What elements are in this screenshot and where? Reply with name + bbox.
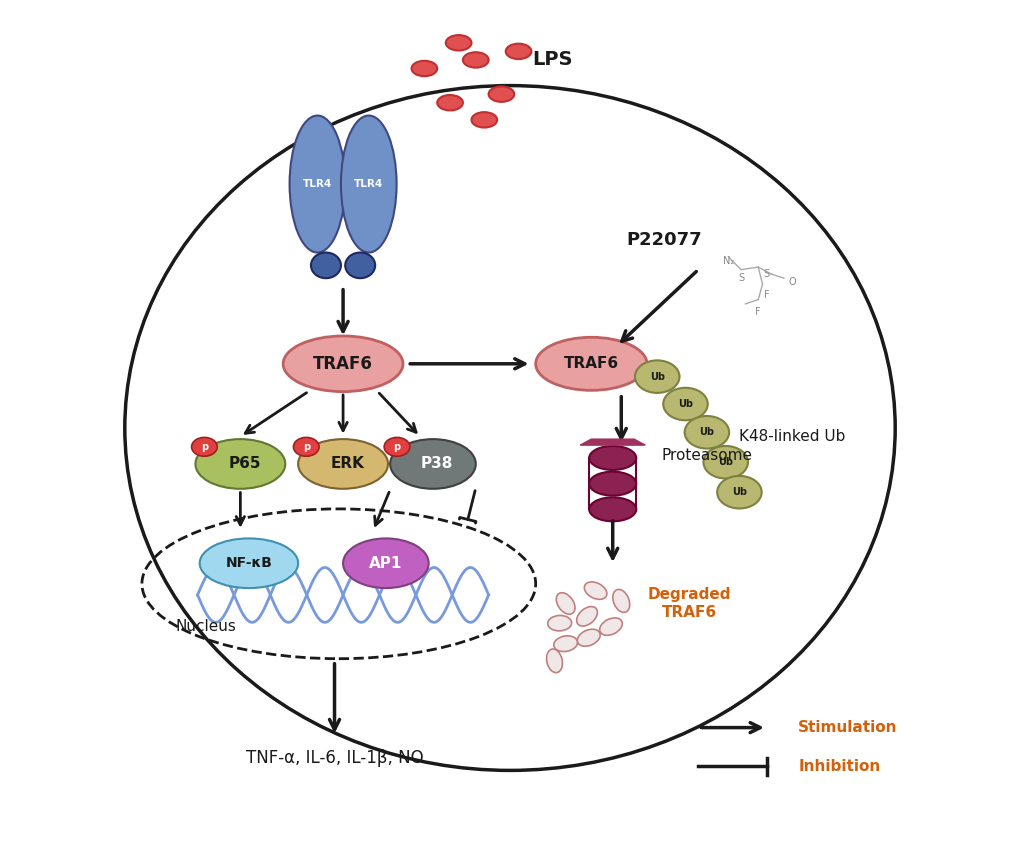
Ellipse shape	[584, 582, 606, 599]
Text: TRAF6: TRAF6	[313, 354, 373, 373]
Ellipse shape	[598, 619, 623, 634]
Text: TLR4: TLR4	[354, 179, 383, 189]
Text: TNF-α, IL-6, IL-1β, NO: TNF-α, IL-6, IL-1β, NO	[246, 748, 423, 767]
Text: Ub: Ub	[732, 487, 746, 497]
Ellipse shape	[555, 633, 575, 655]
Text: F: F	[763, 290, 769, 300]
Text: TLR4: TLR4	[303, 179, 332, 189]
Text: Stimulation: Stimulation	[798, 720, 897, 735]
Ellipse shape	[589, 497, 636, 521]
Text: LPS: LPS	[532, 51, 573, 69]
Ellipse shape	[196, 439, 285, 489]
Text: Inhibition: Inhibition	[798, 758, 879, 774]
Ellipse shape	[342, 538, 428, 588]
Ellipse shape	[684, 416, 729, 449]
Text: NF-κB: NF-κB	[225, 556, 272, 570]
Text: Nucleus: Nucleus	[175, 619, 236, 634]
Ellipse shape	[703, 446, 747, 479]
Text: Proteasome: Proteasome	[660, 448, 752, 463]
Ellipse shape	[411, 61, 437, 76]
Ellipse shape	[716, 476, 761, 508]
Ellipse shape	[289, 116, 344, 253]
Polygon shape	[580, 439, 645, 445]
Text: p: p	[393, 442, 400, 452]
Ellipse shape	[635, 360, 679, 393]
Ellipse shape	[311, 253, 340, 278]
Text: O: O	[788, 277, 796, 288]
Ellipse shape	[535, 337, 646, 390]
Text: Ub: Ub	[649, 372, 664, 382]
Text: AP1: AP1	[369, 556, 403, 571]
Ellipse shape	[340, 116, 396, 253]
Text: K48-linked Ub: K48-linked Ub	[739, 429, 845, 444]
Ellipse shape	[543, 652, 565, 669]
Text: TRAF6: TRAF6	[564, 356, 619, 372]
Ellipse shape	[662, 388, 707, 420]
Ellipse shape	[390, 439, 475, 489]
Text: S: S	[738, 273, 744, 283]
Text: F: F	[755, 307, 760, 318]
Ellipse shape	[551, 611, 567, 635]
Ellipse shape	[471, 112, 496, 128]
Ellipse shape	[610, 591, 631, 610]
Ellipse shape	[589, 472, 636, 496]
Text: Ub: Ub	[717, 457, 733, 467]
Ellipse shape	[589, 446, 636, 470]
Ellipse shape	[445, 35, 471, 51]
Ellipse shape	[192, 437, 217, 456]
Ellipse shape	[293, 437, 319, 456]
Ellipse shape	[556, 592, 574, 615]
Ellipse shape	[463, 52, 488, 68]
Ellipse shape	[575, 608, 598, 625]
Ellipse shape	[298, 439, 387, 489]
Text: ERK: ERK	[330, 456, 364, 472]
Ellipse shape	[577, 629, 599, 646]
Text: P38: P38	[421, 456, 453, 472]
Text: p: p	[201, 442, 208, 452]
Ellipse shape	[344, 253, 375, 278]
Text: Ub: Ub	[678, 399, 692, 409]
Ellipse shape	[283, 336, 403, 392]
Text: N₂: N₂	[721, 256, 734, 266]
Text: Ub: Ub	[699, 427, 713, 437]
Ellipse shape	[124, 86, 895, 770]
Ellipse shape	[437, 95, 463, 110]
Text: P22077: P22077	[626, 230, 701, 249]
Ellipse shape	[384, 437, 410, 456]
Text: Degraded
TRAF6: Degraded TRAF6	[647, 587, 731, 620]
Ellipse shape	[488, 86, 514, 102]
Ellipse shape	[200, 538, 298, 588]
Text: S: S	[763, 269, 769, 279]
Text: P65: P65	[228, 456, 261, 472]
Ellipse shape	[505, 44, 531, 59]
Text: p: p	[303, 442, 310, 452]
